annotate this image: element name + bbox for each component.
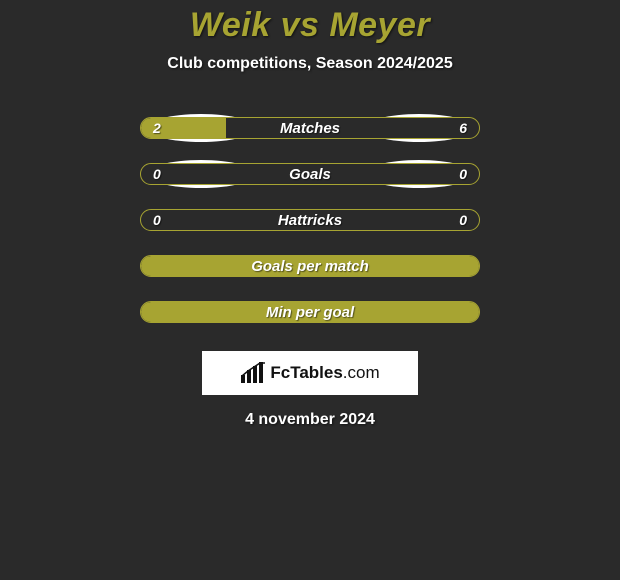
comparison-card: Weik vs Meyer Club competitions, Season … (0, 0, 620, 580)
logo-suffix: .com (343, 363, 380, 382)
stat-row: Min per goal (140, 301, 480, 323)
stat-label: Hattricks (141, 212, 479, 229)
stat-label: Min per goal (141, 304, 479, 321)
logo-text: FcTables.com (270, 363, 379, 383)
stat-row: Goals per match (140, 255, 480, 277)
stat-bar: 00Hattricks (140, 209, 480, 231)
stat-bar: 00Goals (140, 163, 480, 185)
stat-label: Goals per match (141, 258, 479, 275)
page-title: Weik vs Meyer (190, 6, 430, 45)
stat-row: 26Matches (140, 117, 480, 139)
subtitle: Club competitions, Season 2024/2025 (167, 55, 452, 73)
stat-bar: Goals per match (140, 255, 480, 277)
bars-icon (240, 362, 266, 384)
date: 4 november 2024 (245, 411, 375, 429)
stat-bar: 26Matches (140, 117, 480, 139)
logo-brand: FcTables (270, 363, 342, 382)
logo-box: FcTables.com (202, 351, 418, 395)
stat-bar: Min per goal (140, 301, 480, 323)
stat-label: Matches (141, 120, 479, 137)
fctables-logo: FcTables.com (240, 362, 379, 384)
stat-row: 00Hattricks (140, 209, 480, 231)
stat-label: Goals (141, 166, 479, 183)
stat-rows: 26Matches 00Goals 00Hattricks Goals per mat… (140, 117, 480, 347)
stat-row: 00Goals (140, 163, 480, 185)
